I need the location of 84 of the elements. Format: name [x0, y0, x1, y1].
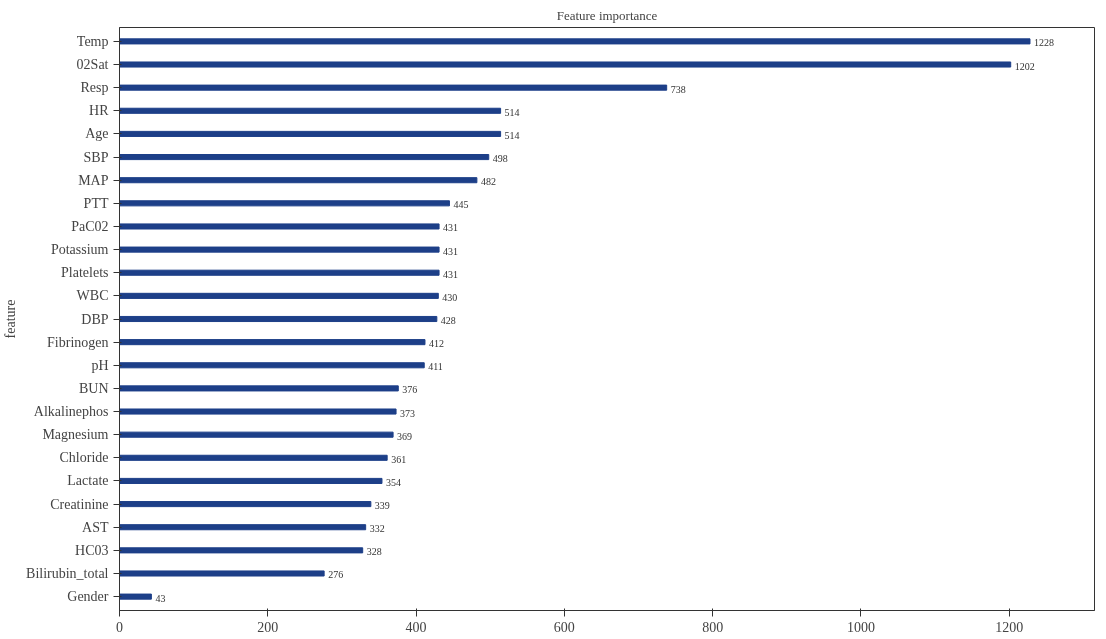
bar — [119, 454, 388, 461]
bar — [119, 200, 450, 207]
bar — [119, 177, 478, 184]
y-tick-label: Chloride — [59, 450, 109, 466]
y-tick-label: MAP — [78, 172, 109, 188]
data-label: 428 — [440, 315, 456, 326]
bar — [119, 292, 439, 299]
data-label: 445 — [453, 199, 469, 211]
bar — [119, 61, 1012, 68]
x-tick-label: 600 — [553, 619, 575, 635]
data-label: 430 — [442, 291, 458, 303]
bar — [119, 315, 438, 323]
data-label: 276 — [328, 569, 344, 581]
bar — [119, 408, 397, 415]
y-tick-label: HR — [89, 103, 110, 119]
y-tick-label: HC03 — [75, 542, 109, 558]
data-label: 411 — [428, 361, 443, 373]
data-label: 339 — [374, 500, 390, 512]
data-label: 514 — [504, 106, 520, 118]
bar — [119, 431, 394, 438]
y-tick-label: Resp — [80, 80, 109, 96]
bar — [119, 593, 152, 600]
data-label: 1228 — [1033, 37, 1054, 49]
data-label: 431 — [443, 268, 459, 280]
data-label: 328 — [366, 546, 382, 558]
data-label: 738 — [670, 83, 686, 95]
y-tick-label: Gender — [67, 589, 109, 605]
bar — [119, 524, 367, 531]
y-tick-label: PaC02 — [71, 218, 109, 234]
bar — [119, 223, 440, 230]
x-tick-label: 800 — [702, 619, 724, 635]
y-tick-label: Age — [85, 126, 109, 142]
y-tick-label: Fibrinogen — [47, 334, 109, 350]
bar — [119, 385, 399, 392]
data-label: 43 — [155, 592, 166, 604]
data-label: 498 — [492, 153, 508, 165]
y-tick-label: Alkalinephos — [33, 404, 109, 420]
y-tick-label: Platelets — [61, 265, 109, 281]
y-tick-label: Potassium — [50, 242, 109, 258]
data-label: 369 — [397, 430, 413, 442]
y-tick-label: SBP — [83, 149, 109, 165]
bar — [119, 339, 426, 346]
bar — [119, 362, 425, 369]
data-label: 431 — [443, 245, 459, 257]
data-label: 376 — [402, 384, 418, 396]
data-label: 373 — [400, 407, 416, 419]
y-tick-label: 02Sat — [76, 57, 109, 73]
x-tick-label: 0 — [116, 619, 123, 635]
bar — [119, 107, 502, 114]
y-tick-label: Bilirubin_total — [26, 565, 109, 581]
bar — [119, 38, 1031, 45]
chart-title: Feature importance — [556, 7, 658, 23]
x-tick-label: 200 — [257, 619, 279, 635]
data-label: 412 — [428, 338, 444, 350]
y-tick-label: Magnesium — [42, 427, 109, 443]
bar — [119, 570, 325, 577]
data-label: 431 — [443, 222, 459, 234]
bar — [119, 477, 383, 484]
data-label: 354 — [385, 476, 401, 488]
data-label: 514 — [504, 129, 520, 141]
y-tick-label: WBC — [76, 288, 109, 304]
x-tick-label: 1200 — [995, 619, 1024, 635]
bar — [119, 130, 502, 137]
y-tick-label: Temp — [76, 33, 109, 49]
data-label: 332 — [369, 523, 385, 535]
y-tick-label: Lactate — [67, 473, 109, 489]
data-label: 1202 — [1014, 60, 1035, 72]
data-label: 361 — [391, 453, 407, 465]
bar — [119, 501, 372, 508]
y-tick-label: Creatinine — [50, 496, 109, 512]
bar — [119, 269, 440, 276]
y-tick-label: BUN — [78, 380, 109, 396]
bar — [119, 154, 490, 161]
y-tick-label: PTT — [83, 195, 109, 211]
y-tick-label: pH — [91, 357, 109, 373]
y-tick-label: AST — [82, 519, 109, 535]
data-label: 482 — [480, 176, 496, 188]
bar — [119, 547, 364, 554]
y-axis-title: feature — [3, 299, 19, 339]
x-tick-label: 1000 — [846, 619, 875, 635]
y-tick-label: DBP — [81, 311, 109, 327]
bar — [119, 246, 440, 253]
x-tick-label: 400 — [405, 619, 427, 635]
bar — [119, 84, 668, 91]
